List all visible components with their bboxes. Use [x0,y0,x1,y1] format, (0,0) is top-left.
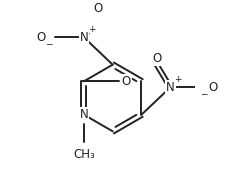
Text: O: O [121,75,131,88]
Text: −: − [199,89,207,98]
Text: CH₃: CH₃ [73,148,94,161]
Text: O: O [93,2,102,15]
Text: −: − [45,39,53,48]
Text: +: + [87,25,95,34]
Text: O: O [36,31,46,44]
Text: N: N [79,31,88,44]
Text: N: N [165,81,174,94]
Text: O: O [207,81,216,94]
Text: +: + [173,75,181,84]
Text: N: N [79,108,88,121]
Text: O: O [151,52,161,65]
